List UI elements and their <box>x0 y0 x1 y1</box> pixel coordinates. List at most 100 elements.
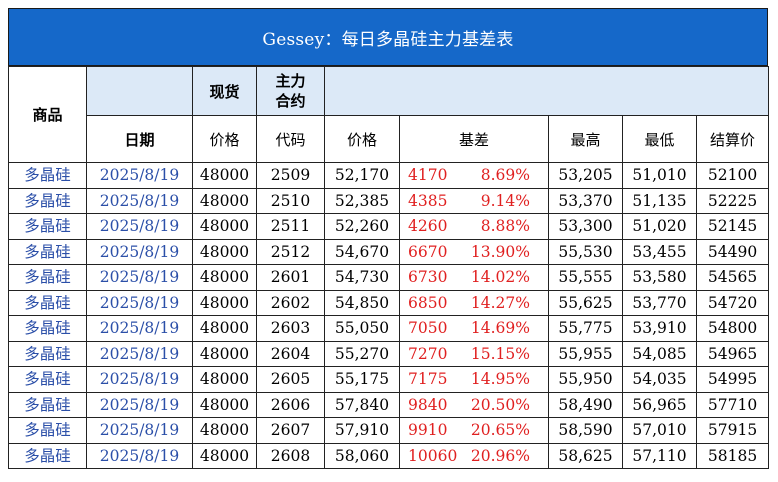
cell-high: 55,555 <box>548 264 623 291</box>
cell-spot: 48000 <box>192 315 257 342</box>
cell-low: 53,910 <box>622 315 697 342</box>
table-row: 多晶硅 2025/8/19 48000 2608 58,060 10060 20… <box>8 442 770 469</box>
basis-table: 商品 现货 主力 合约 日期 价格 代码 价格 基差 最高 最低 结算价 多晶硅… <box>8 66 770 469</box>
cell-basis-pct: 15.15% <box>457 340 549 367</box>
cell-basis: 4170 <box>399 162 458 189</box>
cell-price: 54,730 <box>324 264 400 291</box>
cell-code: 2603 <box>256 315 325 342</box>
cell-product: 多晶硅 <box>8 442 87 469</box>
table-row: 多晶硅 2025/8/19 48000 2605 55,175 7175 14.… <box>8 366 770 393</box>
cell-low: 51,135 <box>622 187 697 214</box>
cell-product: 多晶硅 <box>8 213 87 240</box>
cell-high: 55,625 <box>548 289 623 316</box>
table-row: 多晶硅 2025/8/19 48000 2604 55,270 7270 15.… <box>8 340 770 367</box>
cell-basis: 6850 <box>399 289 458 316</box>
table-row: 多晶硅 2025/8/19 48000 2606 57,840 9840 20.… <box>8 391 770 418</box>
cell-settle: 57710 <box>695 391 770 418</box>
table-row: 多晶硅 2025/8/19 48000 2607 57,910 9910 20.… <box>8 417 770 444</box>
cell-basis: 4385 <box>399 187 458 214</box>
cell-basis-pct: 20.50% <box>457 391 549 418</box>
cell-price: 54,670 <box>324 238 400 265</box>
cell-price: 55,270 <box>324 340 400 367</box>
cell-settle: 52100 <box>695 162 770 189</box>
cell-product: 多晶硅 <box>8 289 87 316</box>
cell-spot: 48000 <box>192 442 257 469</box>
header-product: 商品 <box>8 66 87 163</box>
cell-basis-pct: 20.96% <box>457 442 549 469</box>
cell-product: 多晶硅 <box>8 417 87 444</box>
cell-product: 多晶硅 <box>8 366 87 393</box>
cell-basis: 6730 <box>399 264 458 291</box>
cell-basis-pct: 20.65% <box>457 417 549 444</box>
cell-code: 2512 <box>256 238 325 265</box>
cell-code: 2607 <box>256 417 325 444</box>
cell-basis: 9840 <box>399 391 458 418</box>
cell-spot: 48000 <box>192 391 257 418</box>
cell-basis: 4260 <box>399 213 458 240</box>
cell-code: 2608 <box>256 442 325 469</box>
header-spot: 现货 <box>192 66 257 116</box>
cell-low: 51,020 <box>622 213 697 240</box>
cell-settle: 54565 <box>695 264 770 291</box>
header-row-2: 日期 价格 代码 价格 基差 最高 最低 结算价 <box>9 115 770 163</box>
header-main-contract-line2: 合约 <box>275 92 306 110</box>
header-code: 代码 <box>256 115 325 163</box>
cell-spot: 48000 <box>192 162 257 189</box>
cell-spot: 48000 <box>192 340 257 367</box>
cell-product: 多晶硅 <box>8 264 87 291</box>
cell-low: 53,770 <box>622 289 697 316</box>
cell-product: 多晶硅 <box>8 162 87 189</box>
cell-date: 2025/8/19 <box>86 417 193 444</box>
cell-date: 2025/8/19 <box>86 366 193 393</box>
cell-code: 2511 <box>256 213 325 240</box>
header-blank-band <box>323 66 770 116</box>
cell-basis: 6670 <box>399 238 458 265</box>
cell-spot: 48000 <box>192 417 257 444</box>
cell-spot: 48000 <box>192 264 257 291</box>
cell-date: 2025/8/19 <box>86 289 193 316</box>
cell-settle: 57915 <box>695 417 770 444</box>
table-row: 多晶硅 2025/8/19 48000 2509 52,170 4170 8.6… <box>8 162 770 189</box>
cell-basis-pct: 14.95% <box>457 366 549 393</box>
cell-high: 53,300 <box>548 213 623 240</box>
cell-low: 54,085 <box>622 340 697 367</box>
cell-high: 58,490 <box>548 391 623 418</box>
table-row: 多晶硅 2025/8/19 48000 2512 54,670 6670 13.… <box>8 238 770 265</box>
cell-basis: 7050 <box>399 315 458 342</box>
cell-spot: 48000 <box>192 213 257 240</box>
cell-code: 2604 <box>256 340 325 367</box>
cell-date: 2025/8/19 <box>86 442 193 469</box>
cell-high: 55,950 <box>548 366 623 393</box>
cell-date: 2025/8/19 <box>86 315 193 342</box>
cell-code: 2606 <box>256 391 325 418</box>
cell-settle: 52225 <box>695 187 770 214</box>
cell-high: 53,370 <box>548 187 623 214</box>
cell-settle: 54490 <box>695 238 770 265</box>
cell-high: 53,205 <box>548 162 623 189</box>
header-row-1: 商品 现货 主力 合约 <box>8 66 770 163</box>
cell-product: 多晶硅 <box>8 187 87 214</box>
cell-basis-pct: 13.90% <box>457 238 549 265</box>
table-row: 多晶硅 2025/8/19 48000 2510 52,385 4385 9.1… <box>8 187 770 214</box>
header-basis: 基差 <box>399 115 549 163</box>
cell-spot: 48000 <box>192 238 257 265</box>
cell-basis-pct: 14.27% <box>457 289 549 316</box>
cell-basis: 9910 <box>399 417 458 444</box>
cell-low: 51,010 <box>622 162 697 189</box>
header-empty-cell <box>86 66 193 116</box>
sheet-title: Gessey：每日多晶硅主力基差表 <box>8 8 768 66</box>
cell-date: 2025/8/19 <box>86 264 193 291</box>
cell-price: 54,850 <box>324 289 400 316</box>
cell-code: 2605 <box>256 366 325 393</box>
cell-price: 52,260 <box>324 213 400 240</box>
cell-settle: 58185 <box>695 442 770 469</box>
cell-basis-pct: 8.88% <box>457 213 549 240</box>
table-row: 多晶硅 2025/8/19 48000 2511 52,260 4260 8.8… <box>8 213 770 240</box>
cell-product: 多晶硅 <box>8 340 87 367</box>
cell-product: 多晶硅 <box>8 315 87 342</box>
cell-price: 52,170 <box>324 162 400 189</box>
cell-price: 57,910 <box>324 417 400 444</box>
cell-date: 2025/8/19 <box>86 162 193 189</box>
cell-code: 2602 <box>256 289 325 316</box>
cell-date: 2025/8/19 <box>86 391 193 418</box>
